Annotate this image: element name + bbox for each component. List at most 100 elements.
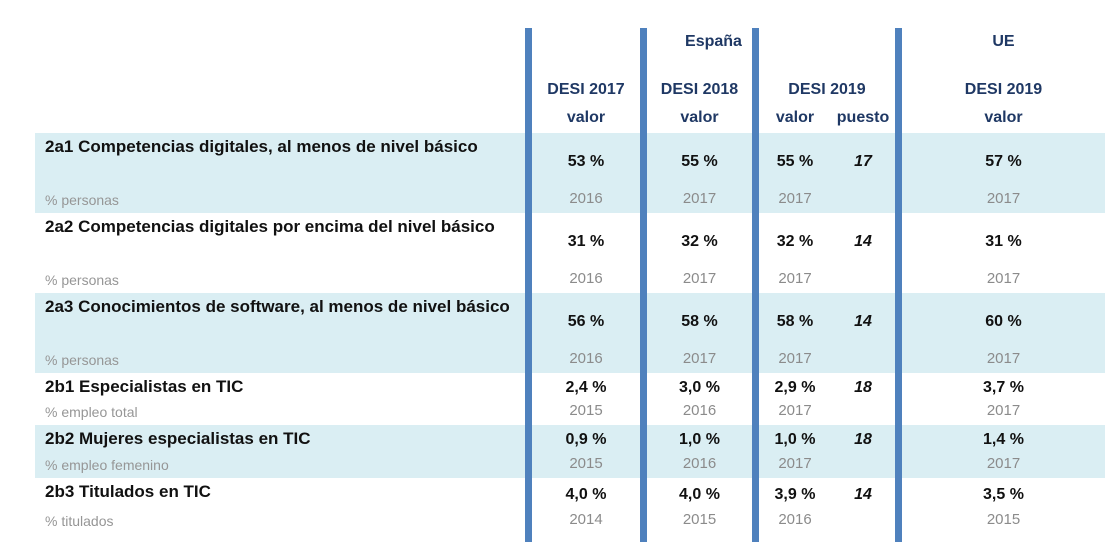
year-desi2018: 2017 bbox=[682, 350, 717, 367]
rank-spacer bbox=[831, 190, 895, 213]
cell-desi2019-valor: 58 % 2017 bbox=[759, 293, 831, 373]
year-ue: 2017 bbox=[986, 270, 1021, 287]
table-row-2a1: 2a1 Competencias digitales, al menos de … bbox=[35, 133, 1105, 213]
value-desi2018: 4,0 % bbox=[679, 485, 720, 503]
indicator-unit: % empleo total bbox=[45, 404, 138, 421]
cell-desi2017: 53 % 2016 bbox=[532, 133, 640, 213]
rank-spacer bbox=[831, 402, 895, 425]
year-ue: 2017 bbox=[986, 190, 1021, 207]
value-ue: 1,4 % bbox=[983, 431, 1024, 448]
cell-desi2018: 58 % 2017 bbox=[647, 293, 752, 373]
table-row-2b2: 2b2 Mujeres especialistas en TIC % emple… bbox=[35, 425, 1105, 478]
cell-desi2017: 0,9 % 2015 bbox=[532, 425, 640, 478]
value-ue: 57 % bbox=[985, 152, 1022, 170]
cell-desi2019-puesto: 14 bbox=[831, 213, 895, 293]
table-row-2a3: 2a3 Conocimientos de software, al menos … bbox=[35, 293, 1105, 373]
header-region-row: España UE bbox=[35, 26, 1105, 58]
year-ue: 2017 bbox=[986, 402, 1021, 419]
value-ue: 3,7 % bbox=[983, 378, 1024, 396]
value-desi2017: 53 % bbox=[567, 152, 605, 170]
cell-desi2018: 4,0 % 2015 bbox=[647, 478, 752, 534]
cell-desi2019-valor: 2,9 % 2017 bbox=[759, 373, 831, 425]
value-desi2019: 55 % bbox=[776, 152, 814, 170]
cell-ue-desi2019: 31 % 2017 bbox=[902, 213, 1105, 293]
year-desi2018: 2016 bbox=[682, 402, 717, 419]
column-separator-bar bbox=[895, 28, 902, 542]
cell-ue-desi2019: 60 % 2017 bbox=[902, 293, 1105, 373]
value-desi2019: 58 % bbox=[776, 312, 814, 330]
cell-desi2019-puesto: 18 bbox=[831, 373, 895, 425]
cell-ue-desi2019: 1,4 % 2017 bbox=[902, 425, 1105, 478]
indicator-title: 2a1 Competencias digitales, al menos de … bbox=[45, 137, 478, 156]
cell-desi2017: 4,0 % 2014 bbox=[532, 478, 640, 534]
subheader-valor-ue: valor bbox=[984, 108, 1023, 126]
indicator-title: 2a3 Conocimientos de software, al menos … bbox=[45, 297, 510, 316]
cell-desi2019-puesto: 18 bbox=[831, 425, 895, 478]
value-ue: 3,5 % bbox=[983, 485, 1024, 503]
value-desi2017: 0,9 % bbox=[565, 431, 607, 448]
desi-indicators-table: España UE DESI 2017 DESI 2018 DESI 2019 … bbox=[35, 0, 1105, 542]
indicator-title: 2b2 Mujeres especialistas en TIC bbox=[45, 429, 311, 448]
year-desi2017: 2015 bbox=[569, 455, 603, 472]
rank-desi2019: 14 bbox=[854, 232, 872, 250]
rank-desi2019: 18 bbox=[854, 378, 872, 396]
rank-desi2019: 14 bbox=[854, 485, 872, 503]
indicator-label-cell: 2b3 Titulados en TIC % titulados bbox=[35, 478, 525, 534]
year-desi2018: 2017 bbox=[682, 190, 717, 207]
value-desi2019: 2,9 % bbox=[774, 378, 816, 396]
eu-group-label: UE bbox=[992, 33, 1015, 50]
column-separator-bar bbox=[640, 28, 647, 542]
indicator-title: 2a2 Competencias digitales por encima de… bbox=[45, 217, 495, 236]
cell-desi2019-puesto: 17 bbox=[831, 133, 895, 213]
cell-desi2017: 56 % 2016 bbox=[532, 293, 640, 373]
column-header-ue-desi-2019: DESI 2019 bbox=[964, 81, 1043, 98]
indicator-unit: % personas bbox=[45, 352, 119, 369]
rank-desi2019: 14 bbox=[854, 312, 872, 330]
year-desi2019: 2017 bbox=[778, 190, 812, 207]
cell-desi2019-valor: 1,0 % 2017 bbox=[759, 425, 831, 478]
value-desi2019: 1,0 % bbox=[774, 431, 816, 448]
spain-group-label: España bbox=[685, 33, 742, 50]
value-desi2017: 4,0 % bbox=[565, 485, 607, 503]
year-desi2017: 2016 bbox=[569, 350, 603, 367]
value-desi2017: 56 % bbox=[567, 312, 605, 330]
indicator-label-cell: 2b1 Especialistas en TIC % empleo total bbox=[35, 373, 525, 425]
cell-desi2017: 2,4 % 2015 bbox=[532, 373, 640, 425]
year-desi2019: 2016 bbox=[778, 511, 812, 528]
header-edition-row: DESI 2017 DESI 2018 DESI 2019 DESI 2019 bbox=[35, 58, 1105, 102]
cell-desi2018: 55 % 2017 bbox=[647, 133, 752, 213]
value-ue: 60 % bbox=[985, 312, 1022, 330]
year-desi2019: 2017 bbox=[778, 270, 812, 287]
indicator-label-cell: 2a2 Competencias digitales por encima de… bbox=[35, 213, 525, 293]
rank-spacer bbox=[831, 350, 895, 373]
rank-spacer bbox=[831, 455, 895, 478]
indicator-label-cell: 2b2 Mujeres especialistas en TIC % emple… bbox=[35, 425, 525, 478]
indicator-label-cell: 2a1 Competencias digitales, al menos de … bbox=[35, 133, 525, 213]
year-desi2019: 2017 bbox=[778, 455, 812, 472]
indicator-title: 2b3 Titulados en TIC bbox=[45, 482, 211, 501]
subheader-valor-desi-2019: valor bbox=[775, 108, 815, 126]
value-desi2018: 55 % bbox=[681, 152, 718, 170]
table-row-2b3: 2b3 Titulados en TIC % titulados 4,0 % 2… bbox=[35, 478, 1105, 534]
subheader-valor-desi-2017: valor bbox=[566, 108, 606, 126]
column-separator-bar bbox=[752, 28, 759, 542]
indicator-unit: % empleo femenino bbox=[45, 457, 169, 474]
value-desi2018: 32 % bbox=[681, 232, 718, 250]
year-desi2019: 2017 bbox=[778, 350, 812, 367]
rank-spacer bbox=[831, 270, 895, 293]
cell-ue-desi2019: 57 % 2017 bbox=[902, 133, 1105, 213]
year-desi2018: 2015 bbox=[682, 511, 717, 528]
value-desi2018: 3,0 % bbox=[679, 378, 720, 396]
subheader-puesto-desi-2019: puesto bbox=[836, 108, 890, 126]
value-ue: 31 % bbox=[985, 232, 1022, 250]
cell-desi2018: 3,0 % 2016 bbox=[647, 373, 752, 425]
year-desi2017: 2016 bbox=[569, 270, 603, 287]
cell-desi2019-valor: 3,9 % 2016 bbox=[759, 478, 831, 534]
year-desi2017: 2015 bbox=[569, 402, 603, 419]
rank-desi2019: 18 bbox=[854, 431, 872, 448]
cell-ue-desi2019: 3,5 % 2015 bbox=[902, 478, 1105, 534]
indicator-unit: % personas bbox=[45, 272, 119, 289]
rank-spacer bbox=[831, 511, 895, 534]
value-desi2017: 2,4 % bbox=[565, 378, 607, 396]
rank-desi2019: 17 bbox=[854, 152, 872, 170]
